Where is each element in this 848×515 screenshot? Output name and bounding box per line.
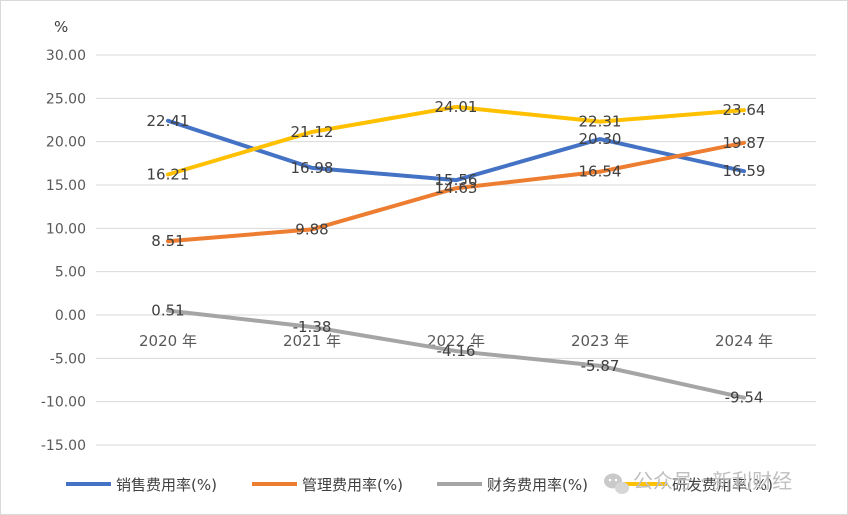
data-labels: 22.41 16.98 15.56 20.30 16.59 8.51 9.88 14.63 16… (147, 98, 766, 407)
watermark: 公众号 · 新利财经 (604, 469, 792, 494)
data-label: -1.38 (293, 318, 332, 336)
series-line-2 (166, 308, 746, 400)
x-category-label: 2024 年 (715, 332, 773, 350)
legend-label: 财务费用率(%) (487, 476, 588, 494)
wechat-icon (604, 473, 629, 494)
data-label: 22.41 (147, 112, 190, 130)
data-label: -9.54 (725, 389, 764, 407)
data-label: 24.01 (435, 98, 478, 116)
series-line-0 (166, 118, 746, 183)
data-label: 23.64 (723, 101, 766, 119)
data-label: -5.87 (581, 357, 620, 375)
y-unit-label: % (54, 18, 68, 36)
y-tick-label: 25.00 (46, 91, 86, 107)
y-tick-label: 20.00 (46, 135, 86, 151)
y-tick-label: -10.00 (41, 395, 86, 411)
series-line-1 (166, 140, 746, 244)
legend-label: 销售费用率(%) (116, 476, 217, 494)
data-label: 9.88 (295, 220, 328, 238)
watermark-text: 公众号 · 新利财经 (633, 469, 792, 493)
data-label: 21.12 (291, 123, 334, 141)
series-lines (166, 104, 746, 400)
data-label: 0.51 (151, 302, 184, 320)
data-label: 14.63 (435, 179, 478, 197)
x-category-label: 2020 年 (139, 332, 197, 350)
y-tick-label: 0.00 (55, 308, 86, 324)
x-category-label: 2022 年 (427, 332, 485, 350)
legend-label: 管理费用率(%) (302, 476, 403, 494)
y-axis-ticks: 30.00 25.00 20.00 15.00 10.00 5.00 0.00 -5.00 -1… (41, 48, 86, 454)
data-label: -4.16 (437, 342, 476, 360)
data-label: 20.30 (579, 130, 622, 148)
data-label: 16.54 (579, 163, 622, 181)
data-label: 22.31 (579, 113, 622, 131)
y-tick-label: -15.00 (41, 438, 86, 454)
legend: 销售费用率(%) 管理费用率(%) 财务费用率(%) 研发费用率(%) (66, 476, 773, 494)
y-tick-label: 5.00 (55, 265, 86, 281)
series-line-3 (166, 104, 746, 177)
data-label: 16.59 (723, 162, 766, 180)
data-label: 16.98 (291, 159, 334, 177)
x-axis-categories: 2020 年 2021 年 2022 年 2023 年 2024 年 (139, 332, 773, 350)
y-tick-label: 15.00 (46, 178, 86, 194)
data-label: 8.51 (151, 232, 184, 250)
data-label: 16.21 (147, 166, 190, 184)
y-tick-label: 30.00 (46, 48, 86, 64)
y-tick-label: -5.00 (50, 351, 86, 367)
data-label: 19.87 (723, 134, 766, 152)
legend-label: 研发费用率(%) (672, 476, 773, 494)
y-tick-label: 10.00 (46, 221, 86, 237)
x-category-label: 2023 年 (571, 332, 629, 350)
x-category-label: 2021 年 (283, 332, 341, 350)
data-label: 15.56 (435, 171, 478, 189)
